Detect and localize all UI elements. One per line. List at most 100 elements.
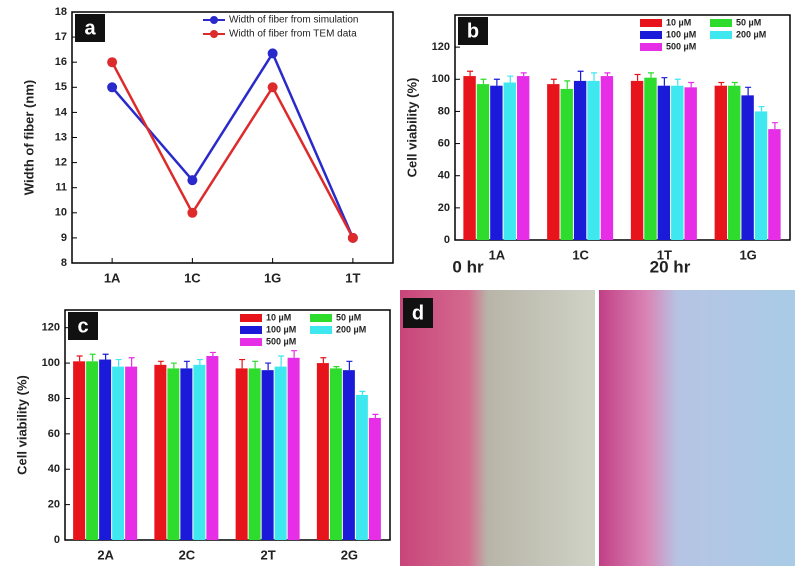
- bar: [560, 88, 573, 240]
- error-bar: [320, 357, 327, 364]
- bar: [154, 364, 167, 540]
- panel-label: a: [84, 17, 96, 39]
- point: [347, 232, 358, 243]
- plot-frame: [64, 309, 391, 541]
- line: [111, 50, 355, 239]
- error-bar: [745, 86, 752, 96]
- legend-swatch: [310, 314, 332, 322]
- bar: [516, 76, 530, 240]
- bar: [180, 368, 193, 540]
- y-tick-label: 13: [55, 131, 67, 143]
- x-tick-label: 1C: [184, 270, 201, 285]
- plot-frame: [454, 14, 791, 241]
- x-tick-label: 2G: [341, 547, 358, 562]
- point: [107, 57, 118, 68]
- legend-label: 200 µM: [736, 29, 766, 39]
- y-tick-label: 20: [48, 499, 60, 511]
- legend-label: 500 µM: [666, 41, 696, 51]
- error-bar: [76, 355, 83, 362]
- x-tick-label: 1G: [739, 247, 756, 262]
- legend-label: Width of fiber from TEM data: [229, 29, 357, 40]
- error-bar: [564, 80, 571, 89]
- panel-label: b: [467, 20, 479, 42]
- bar: [99, 359, 112, 540]
- y-tick-label: 40: [48, 463, 60, 475]
- error-bar: [252, 360, 259, 369]
- y-tick-label: 14: [55, 106, 68, 118]
- bar: [274, 366, 287, 540]
- legend-swatch: [640, 31, 662, 39]
- error-bar: [278, 355, 285, 367]
- point: [187, 207, 198, 218]
- x-tick-label: 2A: [97, 547, 114, 562]
- legend-label: Width of fiber from simulation: [229, 15, 359, 26]
- error-bar: [520, 72, 527, 77]
- bar: [768, 129, 781, 240]
- y-tick-label: 0: [444, 234, 450, 246]
- legend-label: 10 µM: [666, 17, 691, 27]
- bar: [193, 364, 206, 540]
- legend-label: 50 µM: [736, 17, 761, 27]
- bar: [206, 356, 219, 540]
- bar: [368, 417, 381, 540]
- y-axis-title: Width of fiber (nm): [21, 80, 36, 195]
- bar: [235, 368, 248, 540]
- panel-label: c: [77, 315, 88, 337]
- line: [111, 61, 354, 239]
- x-tick-label: 2T: [261, 547, 276, 562]
- error-bar: [89, 353, 96, 362]
- error-bar: [634, 73, 641, 81]
- bar: [741, 95, 754, 240]
- y-tick-label: 8: [61, 257, 67, 269]
- x-tick-label: 2C: [179, 547, 196, 562]
- y-tick-label: 100: [42, 357, 60, 369]
- error-bar: [346, 360, 353, 371]
- bar: [587, 80, 600, 241]
- point: [187, 175, 198, 186]
- error-bar: [758, 106, 765, 112]
- micrograph-0hr: [400, 290, 595, 566]
- legend-label: 100 µM: [666, 29, 696, 39]
- legend-swatch: [710, 19, 732, 27]
- bar: [573, 80, 587, 241]
- error-bar: [550, 78, 557, 85]
- legend-swatch: [240, 338, 262, 346]
- error-bar: [102, 353, 109, 360]
- error-bar: [333, 366, 340, 369]
- bar: [754, 111, 768, 240]
- bar: [248, 368, 261, 540]
- error-bar: [157, 360, 164, 365]
- error-bar: [170, 362, 177, 369]
- point: [267, 82, 278, 93]
- bar: [287, 357, 300, 540]
- y-tick-label: 60: [438, 137, 450, 149]
- x-tick-label: 1A: [104, 270, 121, 285]
- error-bar: [771, 122, 778, 130]
- y-tick-label: 10: [55, 207, 67, 219]
- error-bar: [604, 72, 611, 77]
- bar: [329, 368, 342, 540]
- legend-swatch: [310, 326, 332, 334]
- y-tick-label: 12: [55, 157, 67, 169]
- y-tick-label: 18: [55, 6, 67, 18]
- error-bar: [661, 77, 668, 86]
- error-bar: [196, 358, 203, 365]
- error-bar: [359, 390, 366, 395]
- error-bar: [507, 75, 514, 83]
- panel-label-box: [403, 298, 433, 328]
- x-tick-label: 1C: [572, 247, 589, 262]
- legend-swatch: [240, 314, 262, 322]
- error-bar: [467, 70, 474, 77]
- legend-swatch: [710, 31, 732, 39]
- panel-label-box: [75, 14, 105, 42]
- legend-marker: [210, 16, 218, 24]
- y-tick-label: 80: [438, 105, 450, 117]
- legend-label: 100 µM: [266, 324, 296, 334]
- bar: [657, 85, 671, 240]
- caption: 0 hr: [452, 257, 484, 276]
- error-bar: [209, 351, 216, 356]
- x-tick-label: 1T: [345, 270, 360, 285]
- bar: [547, 84, 560, 240]
- y-axis-title: Cell viability (%): [404, 78, 419, 178]
